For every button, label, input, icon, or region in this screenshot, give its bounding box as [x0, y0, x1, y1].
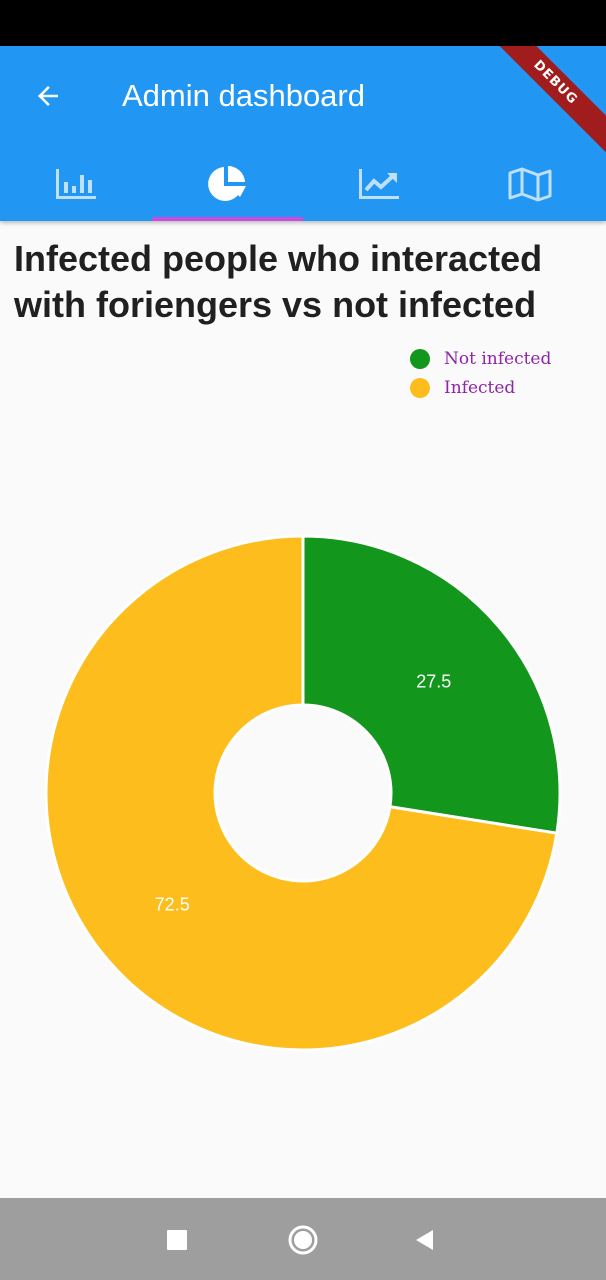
legend-label-not-infected: Not infected — [444, 348, 552, 369]
legend-item-not-infected: Not infected — [410, 344, 551, 373]
donut-label-not-infected: 27.5 — [416, 671, 451, 691]
recent-apps-button[interactable] — [155, 1218, 199, 1262]
legend-dot-infected — [410, 377, 430, 398]
bar-chart-icon — [55, 168, 96, 199]
tab-pie-chart[interactable] — [152, 146, 304, 221]
legend-dot-not-infected — [410, 348, 430, 369]
donut-label-infected: 72.5 — [155, 895, 190, 915]
legend-label-infected: Infected — [444, 377, 516, 398]
trending-up-icon — [358, 168, 399, 199]
chart-legend: Not infected Infected — [410, 344, 551, 402]
back-nav-button[interactable] — [403, 1218, 447, 1262]
donut-slice-infected — [44, 534, 559, 1052]
tab-map[interactable] — [455, 146, 606, 221]
back-button[interactable] — [22, 74, 74, 118]
pie-chart-icon — [208, 165, 247, 201]
home-button[interactable] — [281, 1218, 325, 1262]
triangle-back-icon — [416, 1230, 433, 1250]
tab-indicator — [152, 217, 303, 221]
app-bar: Admin dashboard DEBUG — [0, 46, 606, 221]
circle-home-icon — [288, 1225, 318, 1255]
map-icon — [508, 167, 552, 201]
tab-bar-chart[interactable] — [0, 146, 152, 221]
chart-title: Infected people who interacted with fori… — [14, 238, 543, 325]
tab-bar — [0, 146, 606, 221]
status-bar — [0, 0, 606, 46]
tab-trending[interactable] — [303, 146, 455, 221]
system-nav-bar — [0, 1198, 606, 1280]
arrow-back-icon — [38, 86, 58, 106]
app-title: Admin dashboard — [122, 78, 365, 113]
square-recent-icon — [167, 1230, 187, 1250]
donut-slice-not-infected — [301, 534, 562, 835]
debug-banner: DEBUG — [478, 46, 606, 160]
legend-item-infected: Infected — [410, 373, 551, 402]
